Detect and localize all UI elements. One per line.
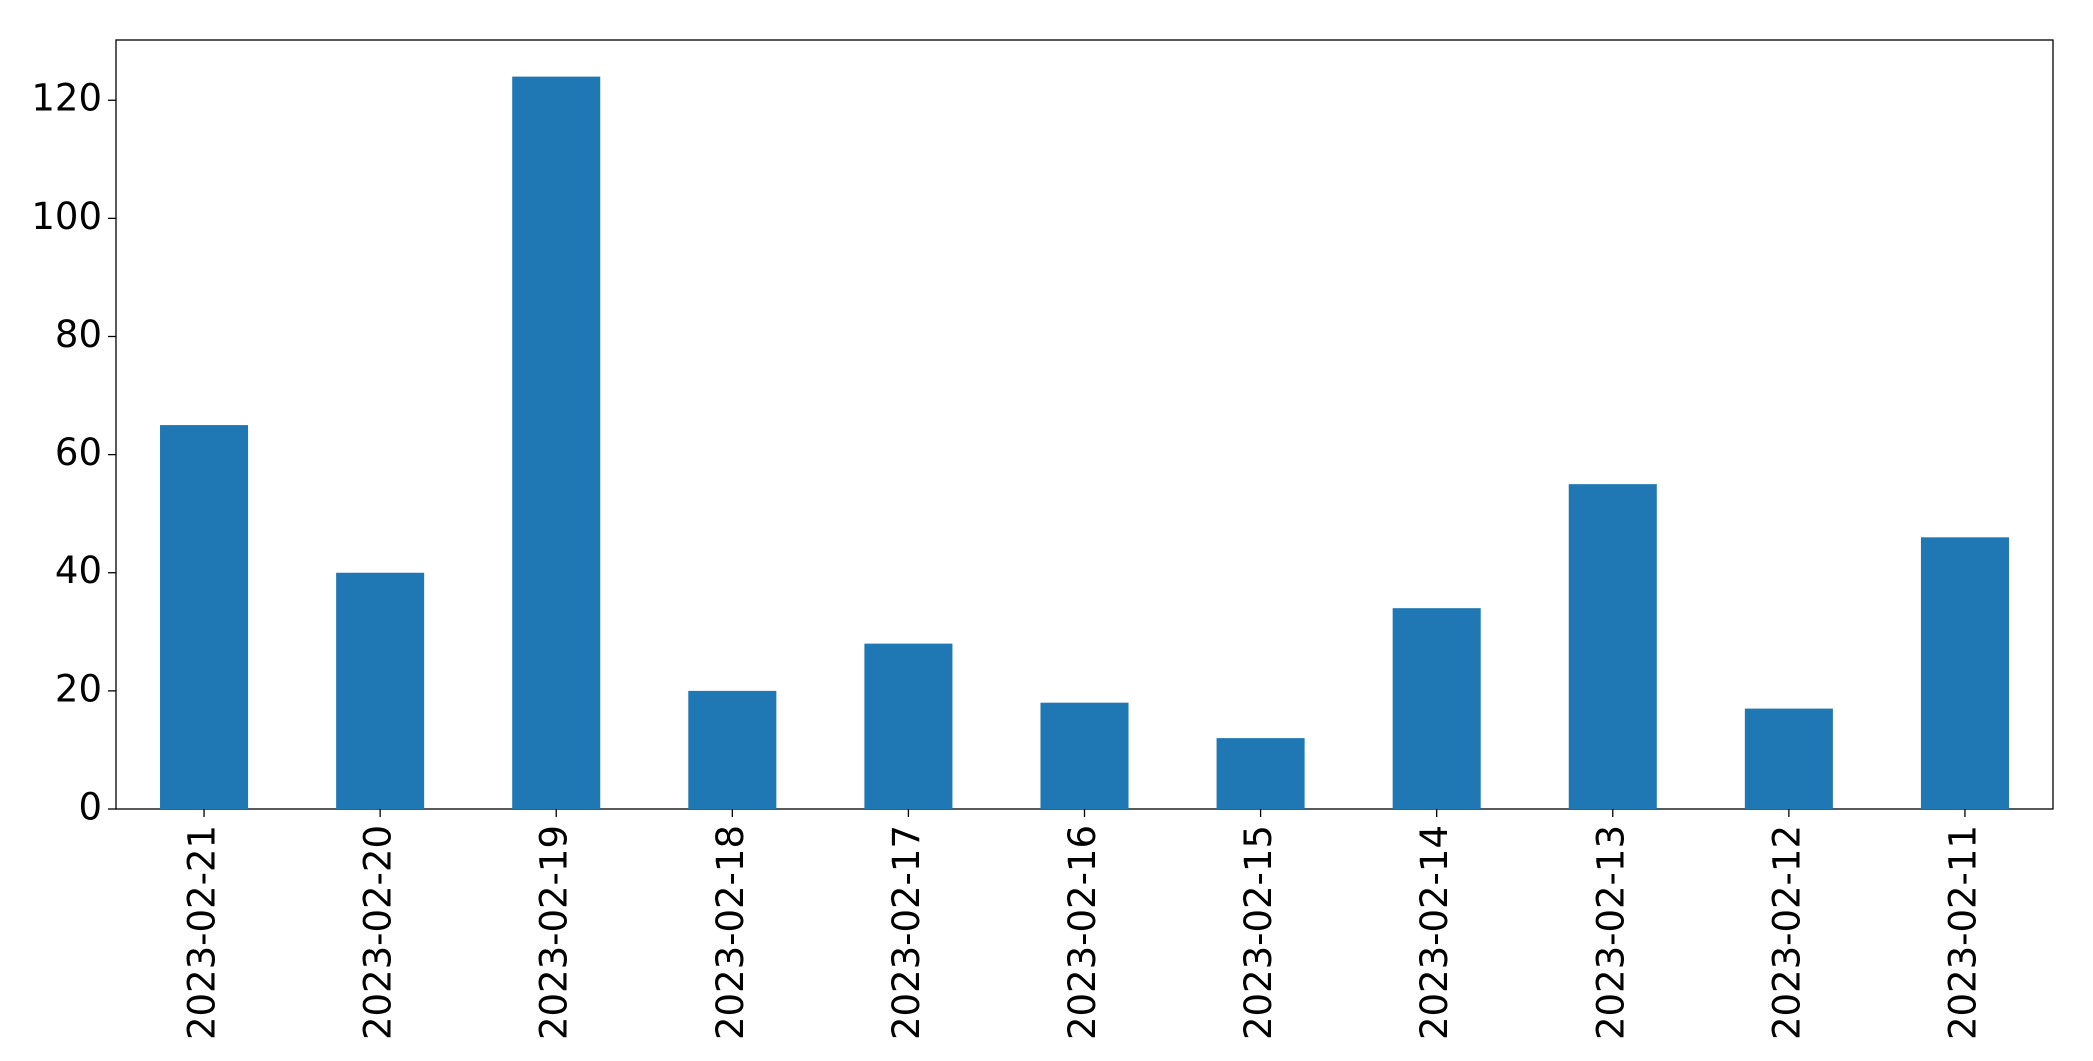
bar xyxy=(1744,708,1833,809)
bar xyxy=(1568,484,1657,809)
y-tick-label: 80 xyxy=(55,313,102,356)
x-tick-label: 2023-02-21 xyxy=(181,825,224,1040)
bar xyxy=(688,690,777,809)
x-tick-label: 2023-02-20 xyxy=(357,825,400,1040)
bar xyxy=(1040,702,1129,809)
bar xyxy=(864,643,953,809)
x-tick-label: 2023-02-18 xyxy=(709,825,752,1040)
x-tick-label: 2023-02-14 xyxy=(1413,825,1456,1040)
y-tick-label: 20 xyxy=(55,667,102,710)
bar xyxy=(160,425,249,809)
y-tick-label: 100 xyxy=(31,195,102,238)
bar xyxy=(336,572,425,809)
bar xyxy=(1392,608,1481,809)
x-tick-label: 2023-02-13 xyxy=(1589,825,1632,1040)
y-tick-label: 120 xyxy=(31,77,102,120)
x-tick-label: 2023-02-16 xyxy=(1061,825,1104,1040)
x-tick-label: 2023-02-12 xyxy=(1765,825,1808,1040)
y-tick-label: 60 xyxy=(55,431,102,474)
x-tick-label: 2023-02-17 xyxy=(885,825,928,1040)
bar xyxy=(1216,738,1305,809)
bar xyxy=(1920,537,2009,809)
x-tick-label: 2023-02-19 xyxy=(533,825,576,1040)
y-tick-label: 40 xyxy=(55,549,102,592)
x-tick-label: 2023-02-15 xyxy=(1237,825,1280,1040)
x-tick-label: 2023-02-11 xyxy=(1941,825,1984,1040)
y-tick-label: 0 xyxy=(78,786,102,829)
bar xyxy=(512,76,601,810)
